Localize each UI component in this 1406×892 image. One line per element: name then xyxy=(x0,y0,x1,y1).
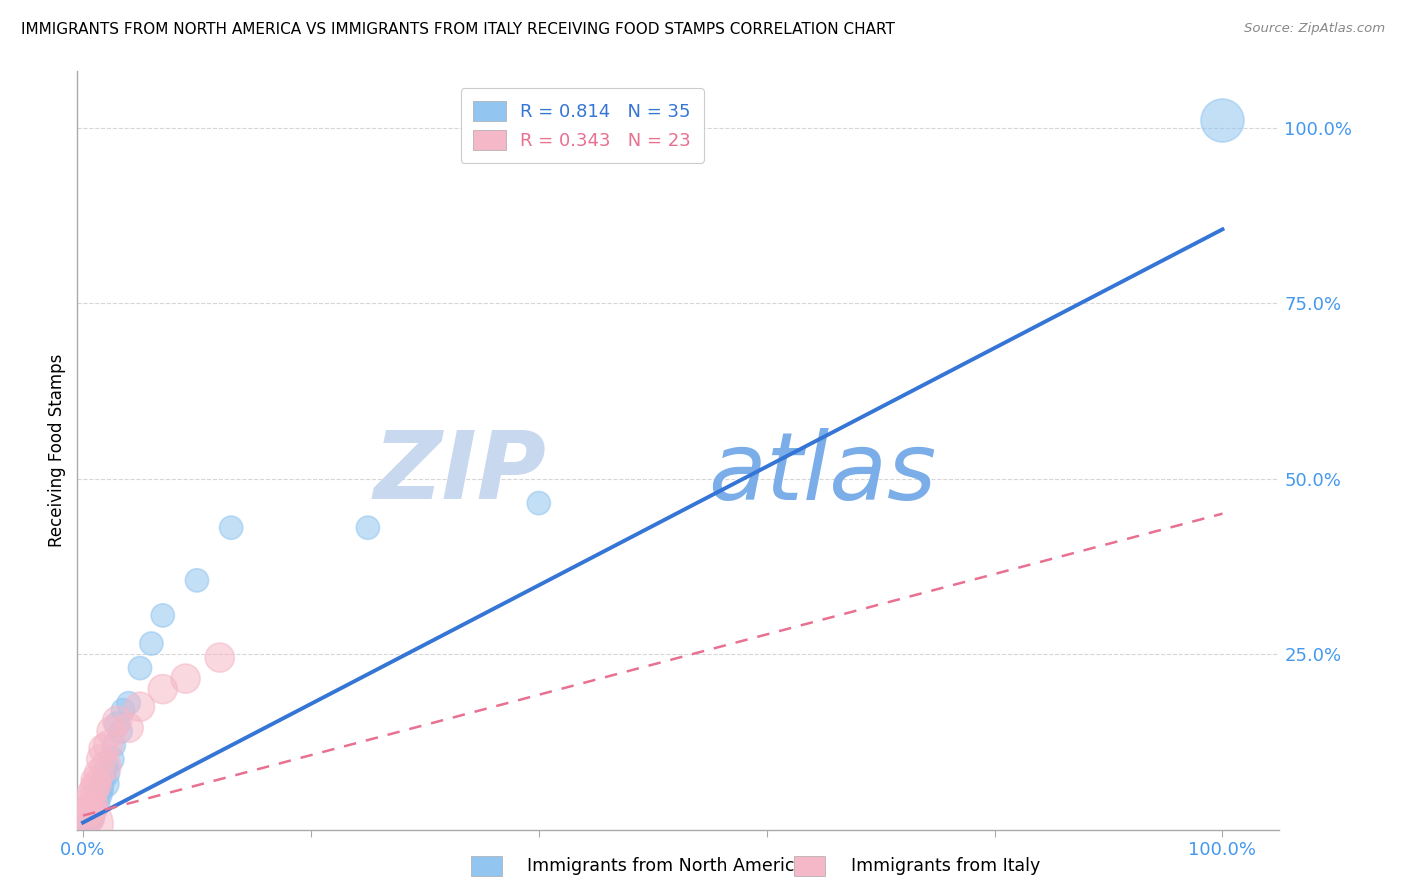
Point xyxy=(152,608,174,623)
Point xyxy=(100,752,122,766)
Point xyxy=(91,784,114,798)
Text: atlas: atlas xyxy=(709,427,936,519)
Point xyxy=(96,759,118,773)
Point xyxy=(174,672,197,686)
Point xyxy=(90,752,112,766)
Point xyxy=(75,810,97,824)
Point xyxy=(105,714,128,728)
Point xyxy=(84,773,107,788)
Point xyxy=(103,739,125,753)
Point xyxy=(75,819,97,833)
Text: ZIP: ZIP xyxy=(373,427,546,519)
Point xyxy=(357,521,380,535)
Point xyxy=(93,741,115,756)
Point xyxy=(79,817,101,831)
Point xyxy=(141,636,163,650)
Point xyxy=(97,766,120,780)
Point xyxy=(86,777,108,791)
Point xyxy=(110,724,132,739)
Point xyxy=(83,807,105,822)
Point xyxy=(129,699,152,714)
Point xyxy=(83,800,105,814)
Point xyxy=(100,724,122,739)
Point xyxy=(86,801,108,815)
Point xyxy=(94,759,117,773)
Y-axis label: Receiving Food Stamps: Receiving Food Stamps xyxy=(48,354,66,547)
Point xyxy=(80,814,103,829)
Legend: R = 0.814   N = 35, R = 0.343   N = 23: R = 0.814 N = 35, R = 0.343 N = 23 xyxy=(461,88,704,163)
Point xyxy=(83,781,105,796)
Point xyxy=(89,789,111,803)
Point xyxy=(80,801,103,815)
Point xyxy=(76,805,98,819)
Point xyxy=(82,812,104,826)
Point xyxy=(93,773,115,788)
Text: Immigrants from Italy: Immigrants from Italy xyxy=(851,857,1040,875)
Point xyxy=(129,661,152,675)
Point xyxy=(94,777,117,791)
Point xyxy=(82,810,104,824)
Point xyxy=(152,682,174,697)
Point xyxy=(111,703,134,717)
Point xyxy=(117,696,139,710)
Text: Source: ZipAtlas.com: Source: ZipAtlas.com xyxy=(1244,22,1385,36)
Text: Immigrants from North America: Immigrants from North America xyxy=(527,857,806,875)
Point xyxy=(77,815,100,830)
Point xyxy=(75,817,97,831)
Point xyxy=(82,805,104,819)
Point xyxy=(82,797,104,812)
Point xyxy=(84,803,107,817)
Text: IMMIGRANTS FROM NORTH AMERICA VS IMMIGRANTS FROM ITALY RECEIVING FOOD STAMPS COR: IMMIGRANTS FROM NORTH AMERICA VS IMMIGRA… xyxy=(21,22,896,37)
Point xyxy=(82,786,104,800)
Point xyxy=(90,780,112,795)
Point xyxy=(79,795,101,809)
Point xyxy=(219,521,242,535)
Point xyxy=(1211,113,1233,128)
Point xyxy=(527,496,550,510)
Point xyxy=(117,721,139,735)
Point xyxy=(97,739,120,753)
Point xyxy=(186,574,208,588)
Point xyxy=(87,797,110,812)
Point xyxy=(208,650,231,665)
Point xyxy=(105,717,128,731)
Point xyxy=(87,766,110,780)
Point xyxy=(77,812,100,826)
Point xyxy=(84,796,107,810)
Point xyxy=(87,793,110,807)
